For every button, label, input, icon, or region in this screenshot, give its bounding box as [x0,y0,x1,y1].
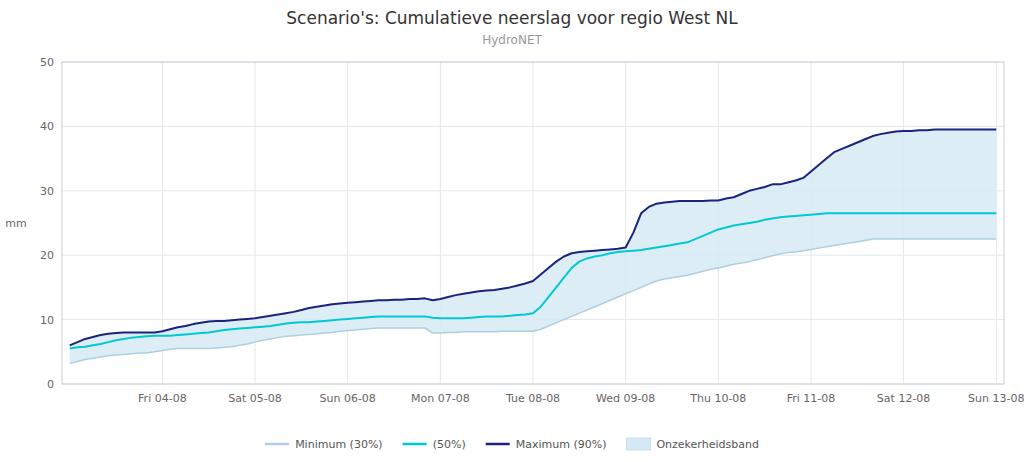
legend-label: Minimum (30%) [295,438,383,451]
subtitle: HydroNET [482,33,542,47]
title: Scenario's: Cumulatieve neerslag voor re… [286,8,738,28]
grid-line-x [347,62,348,384]
x-tick-label: Wed 09-08 [596,392,655,405]
uncertainty-band [70,130,997,364]
x-tick-label: Mon 07-08 [411,392,470,405]
legend-item: (50%) [403,438,466,451]
page: {"chart_data": { "type": "line", "title"… [0,0,1024,462]
y-tick-label: 50 [40,56,54,69]
y-axis-label: mm [5,217,26,230]
legend: Minimum (30%) (50%) Maximum (90%) Onzekerhe… [265,438,759,451]
y-tick-label: 40 [40,120,54,133]
grid-line-x [533,62,534,384]
series-line [70,130,997,346]
x-tick-label: Sun 06-08 [319,392,375,405]
legend-item: Minimum (30%) [265,438,383,451]
legend-swatch [626,438,650,450]
legend-item: Maximum (90%) [486,438,607,451]
x-tick-label: Sun 13-08 [968,392,1024,405]
legend-swatch [403,443,427,446]
x-tick-label: Tue 08-08 [505,392,560,405]
y-tick-label: 20 [40,249,54,262]
plot-area [70,130,997,364]
grid-line-x [625,62,626,384]
x-tick-label: Sat 12-08 [877,392,931,405]
grid-line-x [440,62,441,384]
legend-label: Onzekerheidsband [656,438,758,451]
y-tick-label: 30 [40,185,54,198]
x-tick-label: Thu 10-08 [689,392,746,405]
series-line [70,239,997,363]
chart: Scenario's: Cumulatieve neerslag voor re… [0,0,1024,462]
y-tick-label: 10 [40,314,54,327]
x-tick-label: Fri 11-08 [787,392,836,405]
plot-frame [62,62,1004,384]
x-tick-label: Sat 05-08 [228,392,282,405]
legend-label: (50%) [433,438,466,451]
legend-swatch [265,443,289,446]
legend-swatch [486,443,510,446]
grid [62,62,1004,384]
axes: 0 10 20 30 40 50 Fri 04-08 Sat 05-08 Sun 06-08 Mo… [5,56,1024,405]
x-tick-label: Fri 04-08 [138,392,187,405]
background [0,0,1024,462]
legend-label: Maximum (90%) [516,438,607,451]
legend-item: Onzekerheidsband [626,438,758,451]
y-tick-label: 0 [47,378,54,391]
